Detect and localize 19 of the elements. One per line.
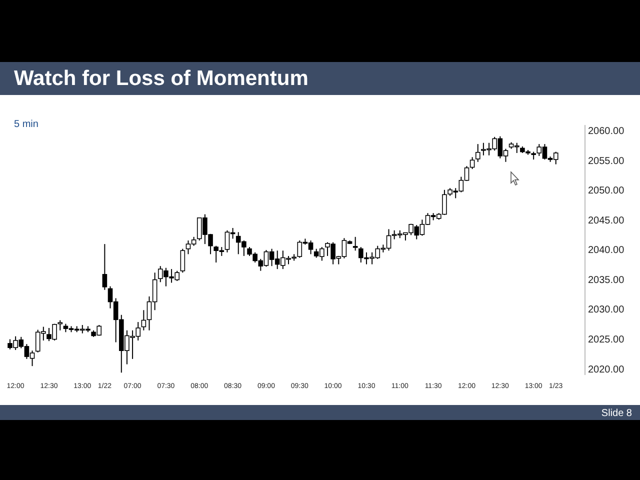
candlestick <box>58 320 63 331</box>
y-tick-label: 2050.00 <box>588 186 625 197</box>
y-tick-label: 2030.00 <box>588 304 625 316</box>
text: Slide 8 <box>601 408 632 419</box>
chart-subtitle: 5 min <box>14 119 38 130</box>
chart-title: Watch for Loss of Momentum <box>14 67 308 90</box>
y-tick-label: 2055.00 <box>588 156 625 167</box>
candlestick <box>180 248 186 274</box>
candlestick <box>141 310 146 331</box>
y-tick-label: 2040.00 <box>588 245 625 256</box>
y-tick-label: 2035.00 <box>588 274 625 286</box>
candlestick <box>475 144 480 162</box>
candlestick <box>102 244 108 290</box>
y-tick-label: 2025.00 <box>588 334 625 346</box>
y-tick-label: 2020.00 <box>588 364 625 376</box>
y-tick-label: 2045.00 <box>588 215 625 226</box>
y-tick-label: 2060.00 <box>588 126 625 138</box>
candlestick <box>352 236 358 252</box>
candlestick <box>470 156 475 170</box>
